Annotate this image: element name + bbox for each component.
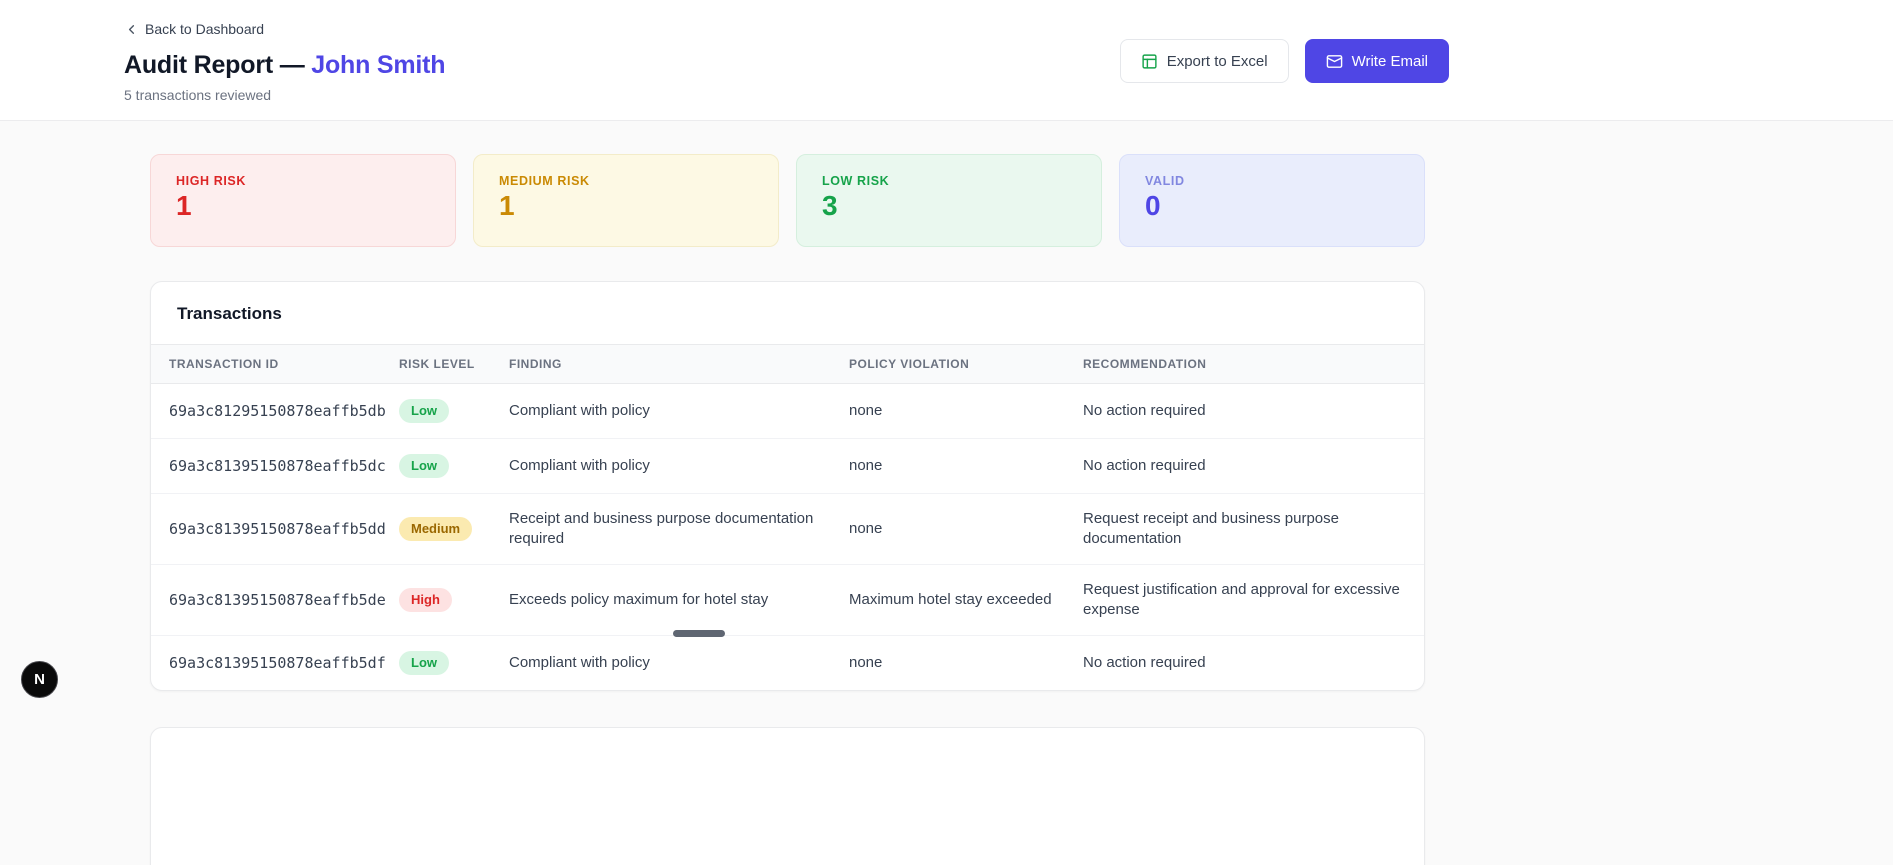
valid-count: 0: [1145, 190, 1161, 221]
summary-card-high-risk: HIGH RISK 1: [150, 154, 456, 247]
header-inner: Back to Dashboard Audit Report — John Sm…: [124, 0, 1449, 120]
page-title-prefix: Audit Report —: [124, 50, 305, 79]
write-email-button[interactable]: Write Email: [1304, 39, 1449, 83]
col-header-recommendation: RECOMMENDATION: [1083, 344, 1424, 384]
email-button-label: Write Email: [1351, 52, 1428, 70]
recommendation-cell: Request justification and approval for e…: [1083, 564, 1424, 636]
dev-tools-button[interactable]: N: [21, 661, 58, 698]
high-risk-count: 1: [176, 190, 192, 221]
table-row: 69a3c81395150878eaffb5de High Exceeds po…: [151, 564, 1424, 636]
finding-cell: Receipt and business purpose documentati…: [509, 493, 849, 565]
policy-violation-cell: none: [849, 493, 1083, 565]
high-risk-label: HIGH RISK: [176, 174, 246, 188]
page-title: Audit Report — John Smith: [124, 50, 446, 80]
transactions-table: TRANSACTION ID RISK LEVEL FINDING POLICY…: [151, 344, 1424, 690]
col-header-transaction-id: TRANSACTION ID: [151, 344, 399, 384]
policy-violation-cell: none: [849, 635, 1083, 690]
policy-violation-cell: none: [849, 402, 883, 419]
header-left: Back to Dashboard Audit Report — John Sm…: [124, 21, 446, 103]
table-header-row: TRANSACTION ID RISK LEVEL FINDING POLICY…: [151, 344, 1424, 384]
chevron-left-icon: [124, 22, 139, 37]
finding-cell: Compliant with policy: [509, 402, 650, 419]
summary-card-valid: VALID 0: [1119, 154, 1425, 247]
table-row: 69a3c81395150878eaffb5dc Low Compliant w…: [151, 438, 1424, 494]
recommendation-cell: Request receipt and business purpose doc…: [1083, 493, 1424, 565]
horizontal-scrollbar-thumb[interactable]: [673, 630, 725, 637]
summary-cards-row: HIGH RISK 1 MEDIUM RISK 1 LOW RISK 3 VAL…: [150, 154, 1425, 247]
medium-risk-count: 1: [499, 190, 515, 221]
back-to-dashboard-link[interactable]: Back to Dashboard: [124, 21, 264, 37]
col-header-finding: FINDING: [509, 344, 849, 384]
transactions-card: Transactions TRANSACTION ID RISK LEVEL F…: [150, 281, 1425, 691]
envelope-icon: [1326, 53, 1343, 70]
transaction-id: 69a3c81395150878eaffb5dd: [151, 493, 399, 565]
risk-badge: Low: [399, 651, 449, 675]
finding-cell: Compliant with policy: [509, 635, 849, 690]
policy-violation-cell: Maximum hotel stay exceeded: [849, 564, 1083, 636]
risk-badge: Low: [399, 454, 449, 478]
col-header-risk-level: RISK LEVEL: [399, 344, 509, 384]
spreadsheet-icon: [1141, 53, 1158, 70]
summary-card-low-risk: LOW RISK 3: [796, 154, 1102, 247]
transaction-id: 69a3c81395150878eaffb5df: [151, 635, 399, 690]
finding-cell: Exceeds policy maximum for hotel stay: [509, 564, 849, 636]
transaction-id: 69a3c81295150878eaffb5db: [169, 402, 386, 420]
policy-violation-cell: none: [849, 438, 1083, 494]
col-header-policy-violation: POLICY VIOLATION: [849, 344, 1083, 384]
transaction-id: 69a3c81395150878eaffb5de: [151, 564, 399, 636]
header-actions: Export to Excel Write Email: [1119, 39, 1449, 83]
main-content: HIGH RISK 1 MEDIUM RISK 1 LOW RISK 3 VAL…: [124, 121, 1449, 865]
finding-cell: Compliant with policy: [509, 438, 849, 494]
transactions-title: Transactions: [177, 304, 282, 323]
table-row: 69a3c81295150878eaffb5db Low Compliant w…: [151, 384, 1424, 439]
risk-badge: High: [399, 588, 452, 612]
valid-label: VALID: [1145, 174, 1185, 188]
recommendation-cell: No action required: [1083, 635, 1424, 690]
medium-risk-label: MEDIUM RISK: [499, 174, 590, 188]
next-section-card: [150, 727, 1425, 865]
recommendation-cell: No action required: [1083, 438, 1424, 494]
export-to-excel-button[interactable]: Export to Excel: [1119, 39, 1289, 83]
table-row: 69a3c81395150878eaffb5dd Medium Receipt …: [151, 493, 1424, 565]
risk-badge: Low: [399, 399, 449, 423]
low-risk-count: 3: [822, 190, 838, 221]
back-link-label: Back to Dashboard: [145, 21, 265, 37]
recommendation-cell: No action required: [1083, 402, 1206, 419]
risk-badge: Medium: [399, 517, 473, 541]
export-button-label: Export to Excel: [1166, 52, 1268, 70]
summary-card-medium-risk: MEDIUM RISK 1: [473, 154, 779, 247]
page-title-employee-name: John Smith: [311, 50, 446, 79]
page-header: Back to Dashboard Audit Report — John Sm…: [0, 0, 1893, 121]
transaction-id: 69a3c81395150878eaffb5dc: [151, 438, 399, 494]
low-risk-label: LOW RISK: [822, 174, 890, 188]
page-subtitle: 5 transactions reviewed: [124, 86, 272, 103]
table-row: 69a3c81395150878eaffb5df Low Compliant w…: [151, 635, 1424, 690]
